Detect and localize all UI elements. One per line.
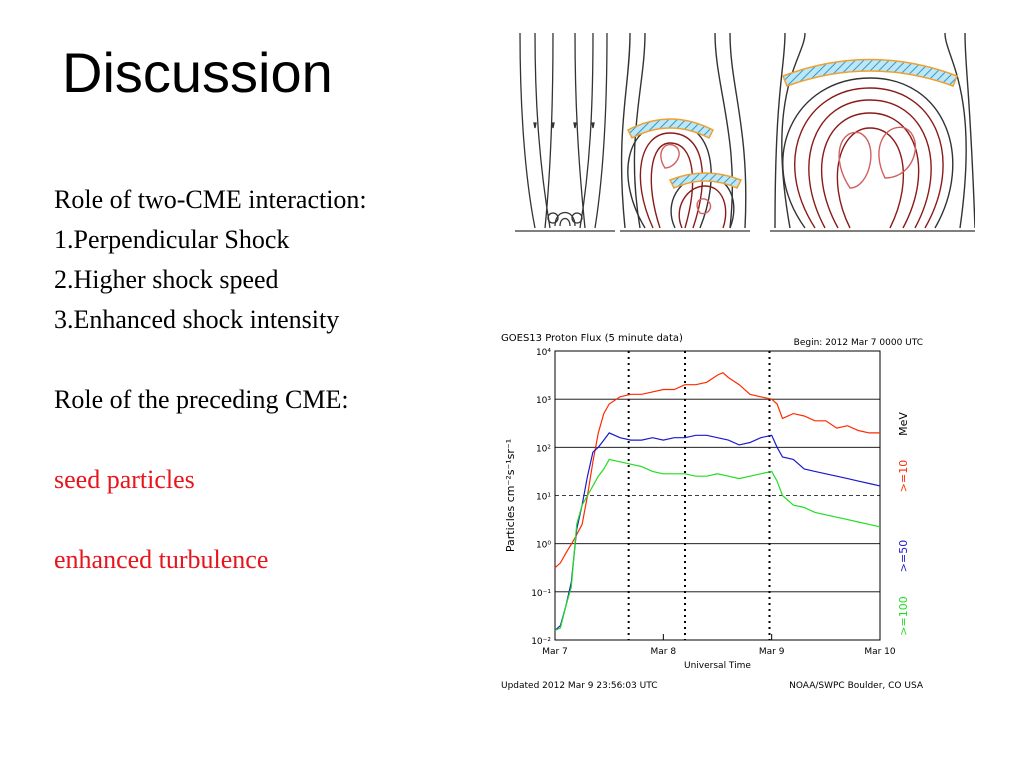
text-line-8	[54, 500, 494, 540]
series-line-0	[554, 371, 880, 569]
x-tick-label: Mar 7	[542, 647, 568, 657]
series-line-2	[554, 458, 881, 631]
text-line-4	[54, 340, 494, 380]
series-line-1	[554, 432, 881, 631]
y-tick-label: 10²	[536, 444, 551, 454]
y-tick-label: 10⁰	[536, 541, 551, 551]
legend-label-0: >=10	[897, 460, 910, 492]
legend-label-2: >=100	[897, 596, 910, 635]
footer-source: NOAA/SWPC Boulder, CO USA	[789, 681, 924, 691]
text-line-6	[54, 420, 494, 460]
cme-interaction-diagram	[515, 32, 975, 232]
shock-front-2	[668, 172, 743, 189]
y-tick-label: 10⁴	[536, 348, 551, 358]
discussion-text: Role of two-CME interaction: 1.Perpendicu…	[54, 180, 494, 580]
text-line-5: Role of the preceding CME:	[54, 385, 349, 414]
chart-begin-label: Begin: 2012 Mar 7 0000 UTC	[794, 338, 923, 348]
panel-open-field	[519, 32, 608, 229]
shock-front-1	[626, 118, 715, 140]
text-line-7: seed particles	[54, 465, 195, 494]
legend-unit-label: MeV	[897, 412, 910, 436]
slide-title: Discussion	[62, 41, 333, 104]
panel-merged-cme	[774, 32, 975, 229]
x-tick-label: Mar 10	[864, 647, 896, 657]
y-axis-label: Particles cm⁻²s⁻¹sr⁻¹	[504, 439, 517, 552]
text-line-1: 1.Perpendicular Shock	[54, 225, 290, 254]
y-tick-label: 10³	[536, 396, 551, 406]
x-tick-label: Mar 8	[651, 647, 677, 657]
merged-shock-front	[782, 58, 958, 87]
text-line-2: 2.Higher shock speed	[54, 265, 279, 294]
text-line-0: Role of two-CME interaction:	[54, 185, 367, 214]
y-tick-label: 10⁻¹	[531, 589, 551, 599]
panel-two-cmes	[620, 32, 747, 229]
chart-title: GOES13 Proton Flux (5 minute data)	[501, 333, 683, 344]
proton-flux-chart: GOES13 Proton Flux (5 minute data) Begin:…	[501, 333, 924, 691]
text-line-3: 3.Enhanced shock intensity	[54, 305, 340, 334]
legend-label-1: >=50	[897, 540, 910, 572]
x-tick-label: Mar 9	[759, 647, 785, 657]
y-tick-label: 10¹	[536, 493, 551, 503]
x-axis-label: Universal Time	[684, 661, 751, 671]
y-tick-label: 10⁻²	[531, 637, 551, 647]
text-line-9: enhanced turbulence	[54, 545, 269, 574]
footer-updated: Updated 2012 Mar 9 23:56:03 UTC	[501, 681, 658, 691]
